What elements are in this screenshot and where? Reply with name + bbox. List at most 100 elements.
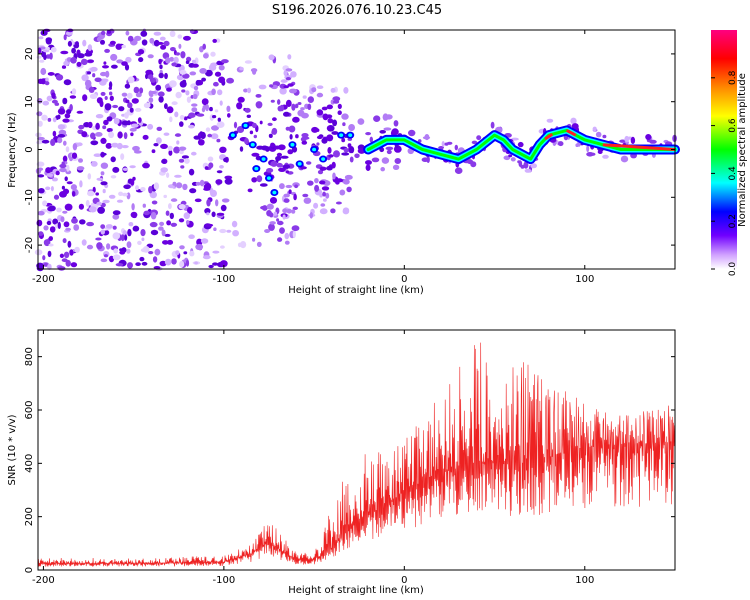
spectral-blob [408, 129, 416, 137]
spectral-blob [247, 188, 253, 193]
spectral-blob [586, 145, 590, 153]
spectral-blob [301, 140, 308, 145]
spectral-blob [212, 250, 220, 254]
spectral-blob [63, 221, 70, 228]
spectral-blob [174, 174, 182, 178]
spectral-blob [392, 164, 400, 170]
snr-axes: -200 -100 0 100 0 200 400 600 800 [24, 330, 675, 586]
spectral-blob [149, 191, 157, 199]
spectral-blob [517, 141, 524, 148]
spectral-blob [166, 106, 174, 114]
ridge-hot-segments [544, 129, 676, 151]
spectral-blob [76, 110, 84, 114]
spectral-blob [173, 146, 181, 154]
spectral-blob [592, 126, 597, 132]
spectral-blob [159, 36, 166, 41]
spectral-blob [96, 36, 102, 42]
spectral-blob [115, 263, 124, 267]
spectral-blob [63, 140, 67, 146]
snr-xtick-label: -100 [213, 575, 236, 586]
spectral-blob [212, 38, 217, 43]
spectral-blob [140, 187, 146, 192]
spectral-blob [182, 73, 190, 79]
spectral-blob [259, 120, 263, 125]
spectral-blob [178, 158, 185, 163]
spectral-blob [132, 225, 140, 232]
spectral-blob [135, 262, 141, 266]
spectral-blob [105, 70, 110, 78]
spectral-blob [87, 59, 94, 63]
spectral-blob [216, 121, 225, 128]
spectral-blob [207, 133, 213, 138]
spectral-blob [165, 57, 171, 64]
spectral-blob [126, 241, 132, 249]
spectral-blob [158, 96, 164, 103]
spectral-blob [62, 238, 67, 244]
spectral-blob [70, 57, 77, 64]
spectral-blob [164, 258, 172, 266]
snr-frame [37, 329, 676, 571]
spectral-blob [158, 226, 164, 231]
spectral-blob [105, 142, 113, 149]
spectral-blob [178, 218, 185, 223]
spectral-blob [203, 53, 209, 59]
spectral-blob [130, 178, 135, 186]
spectral-blob [145, 69, 153, 75]
spectral-blob [95, 122, 100, 130]
spectral-blob [37, 78, 44, 85]
spectral-peak-core [272, 190, 277, 195]
spectral-blob [125, 30, 130, 36]
spectral-blob [147, 123, 154, 130]
spectral-blob [292, 206, 298, 210]
spectral-blob [217, 89, 223, 96]
spectral-blob [213, 227, 217, 231]
spectral-blob [44, 81, 50, 86]
spectral-blob [226, 229, 232, 233]
spectral-blob [112, 166, 120, 173]
spectral-blob [195, 79, 201, 86]
spectral-blob [354, 153, 360, 159]
spectral-blob [123, 132, 128, 140]
spectral-blob [161, 229, 166, 237]
spectral-blob [73, 224, 80, 231]
colorbar-ticks: 0.0 0.2 0.4 0.6 0.8 [711, 70, 738, 276]
spectral-blob [503, 155, 511, 161]
spectral-blob [239, 66, 244, 71]
spectral-blob [159, 260, 167, 267]
spectral-blob [42, 100, 50, 106]
spectral-blob [331, 161, 336, 169]
spectral-blob [264, 229, 271, 233]
spectral-blob [119, 250, 126, 255]
spectral-blob [36, 161, 45, 167]
spectral-blob [287, 83, 294, 87]
spectral-blob [57, 221, 61, 229]
spectral-blob [317, 170, 324, 175]
spectral-blob [471, 140, 478, 145]
spectral-blob [116, 199, 124, 203]
spectral-blob [57, 108, 66, 115]
spectral-blob [153, 266, 161, 269]
spectral-blob [129, 127, 137, 132]
spectral-blob [103, 119, 109, 126]
spectral-blob [48, 243, 54, 247]
spectral-blob [153, 143, 159, 147]
spectral-blob [191, 103, 198, 107]
spectral-blob [208, 162, 214, 169]
spectral-blob [206, 212, 210, 216]
spectral-blob [148, 251, 154, 255]
spectral-blob [166, 172, 170, 178]
spectral-blob [236, 126, 245, 133]
ridge-hot-segment [566, 129, 577, 137]
spectral-blob [112, 225, 117, 230]
spectral-blob [266, 203, 274, 210]
spectral-blob [586, 152, 594, 157]
spectral-blob [60, 216, 65, 223]
spectral-blob [156, 137, 162, 144]
spectral-blob [335, 201, 342, 205]
spectral-blob [210, 51, 216, 57]
colorbar-tick-label: 0.6 [728, 118, 738, 133]
spectral-blob [45, 167, 52, 174]
spectral-blob [199, 68, 207, 74]
spectral-blob [282, 208, 288, 213]
